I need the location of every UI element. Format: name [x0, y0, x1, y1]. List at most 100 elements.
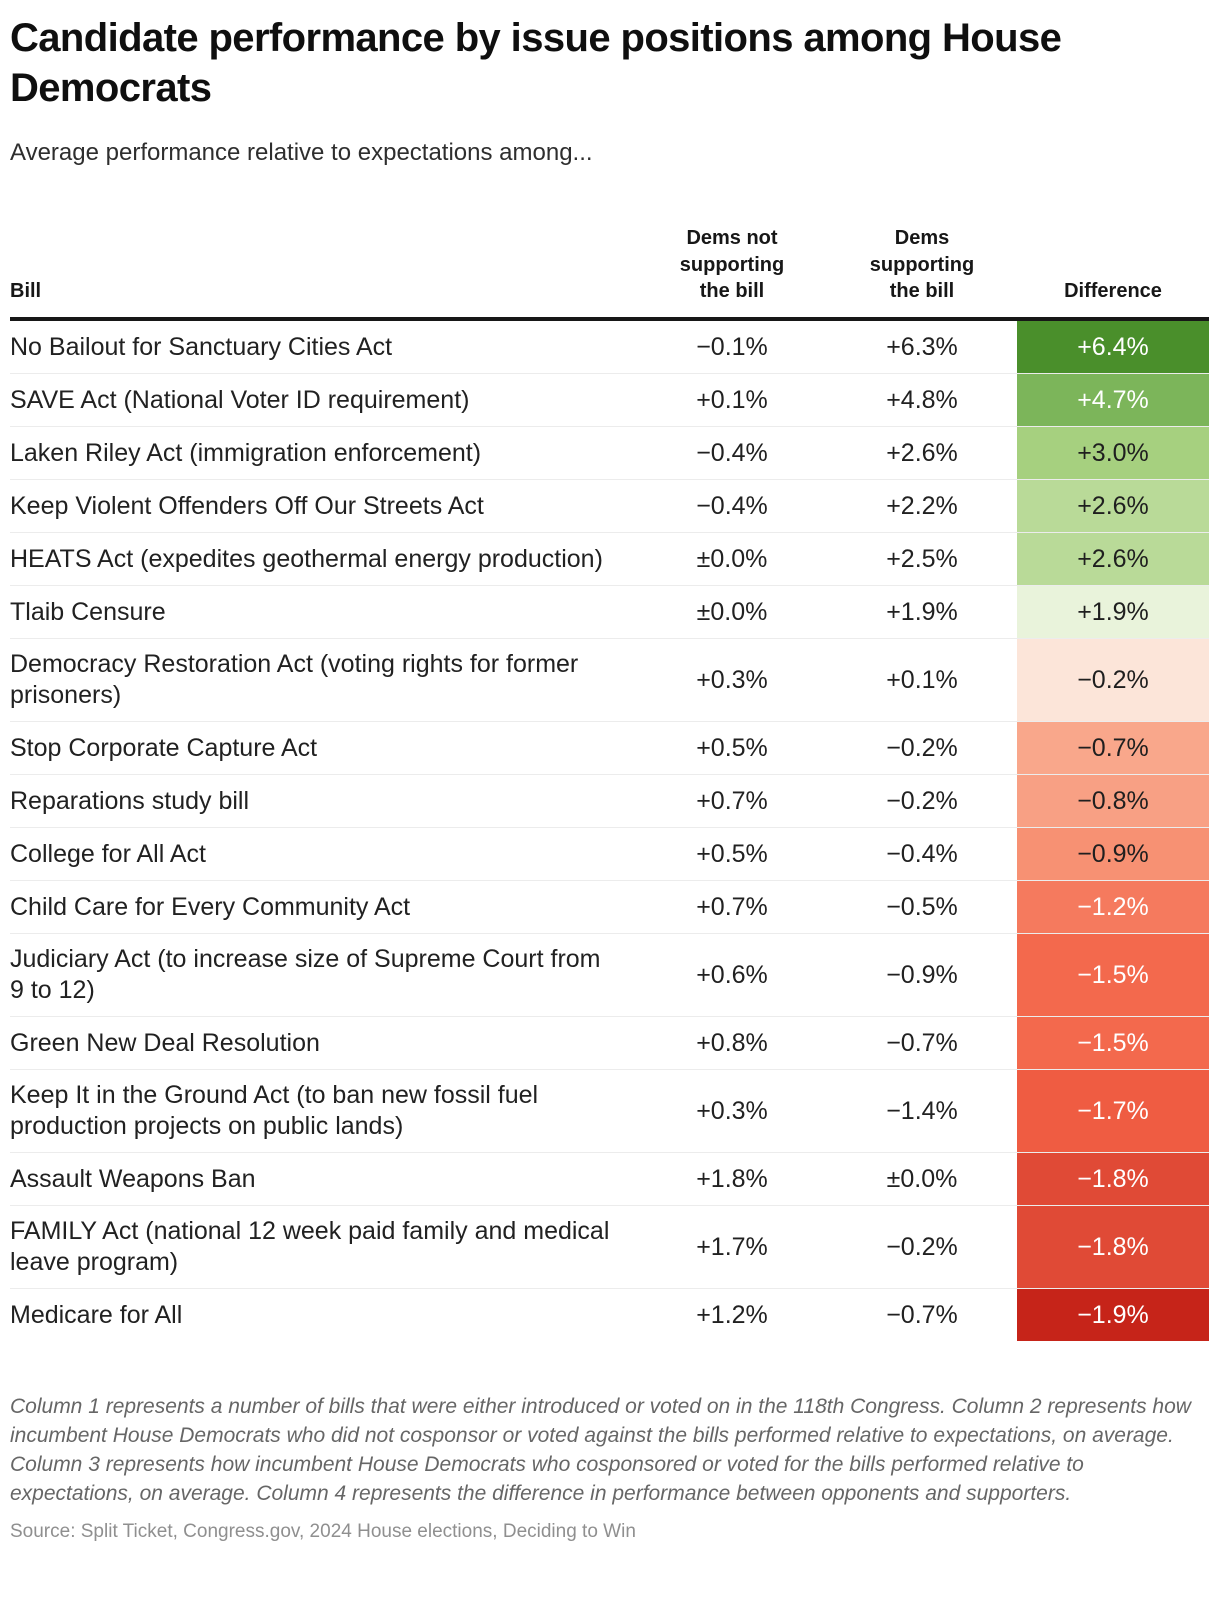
column-header-dems-not-supporting: Dems not supporting the bill — [637, 225, 827, 304]
table-row: FAMILY Act (national 12 week paid family… — [10, 1205, 1209, 1289]
dems-supporting-value: +0.1% — [886, 665, 958, 694]
footnote: Column 1 represents a number of bills th… — [10, 1395, 1191, 1506]
bill-name: Green New Deal Resolution — [10, 1028, 320, 1057]
dems-supporting-value: −1.4% — [886, 1096, 958, 1125]
dems-not-supporting-value: +1.2% — [696, 1300, 768, 1329]
dems-not-supporting-value: +0.3% — [696, 1096, 768, 1125]
dems-not-supporting-value: +0.6% — [696, 960, 768, 989]
bill-name: Medicare for All — [10, 1300, 183, 1329]
column-header-dems-supporting: Dems supporting the bill — [827, 225, 1017, 304]
bill-name: Child Care for Every Community Act — [10, 892, 411, 921]
dems-not-supporting-value: +1.8% — [696, 1164, 768, 1193]
table-row: Keep Violent Offenders Off Our Streets A… — [10, 479, 1209, 533]
dems-not-supporting-value: +0.7% — [696, 786, 768, 815]
difference-value: +3.0% — [1017, 427, 1209, 480]
dems-not-supporting-value: +0.8% — [696, 1028, 768, 1057]
dems-not-supporting-value: +0.5% — [696, 839, 768, 868]
difference-value: +6.4% — [1017, 321, 1209, 374]
dems-not-supporting-value: ±0.0% — [696, 544, 768, 573]
bills-table: Bill Dems not supporting the bill Dems s… — [10, 225, 1209, 1342]
bill-name: Democracy Restoration Act (voting rights… — [10, 650, 579, 710]
dems-supporting-value: +2.6% — [886, 438, 958, 467]
difference-value: −0.2% — [1017, 639, 1209, 722]
table-row: Tlaib Censure ±0.0% +1.9% +1.9% — [10, 585, 1209, 639]
difference-value: −0.7% — [1017, 722, 1209, 775]
dems-not-supporting-value: +0.3% — [696, 665, 768, 694]
column-header-difference: Difference — [1017, 278, 1209, 304]
bill-name: FAMILY Act (national 12 week paid family… — [10, 1217, 610, 1277]
difference-value: −1.8% — [1017, 1153, 1209, 1206]
table-row: Child Care for Every Community Act +0.7% −… — [10, 880, 1209, 934]
dems-supporting-value: +4.8% — [886, 385, 958, 414]
difference-value: +2.6% — [1017, 533, 1209, 586]
dems-supporting-value: −0.2% — [886, 786, 958, 815]
column-header-dems-not-supporting-label: Dems not supporting the bill — [679, 227, 785, 302]
difference-value: +1.9% — [1017, 586, 1209, 639]
table-row: Reparations study bill +0.7% −0.2% −0.8% — [10, 774, 1209, 828]
bill-name: Keep Violent Offenders Off Our Streets A… — [10, 491, 484, 520]
table-row: Democracy Restoration Act (voting rights… — [10, 638, 1209, 722]
dems-supporting-value: −0.2% — [886, 733, 958, 762]
dems-supporting-value: −0.9% — [886, 960, 958, 989]
bill-name: HEATS Act (expedites geothermal energy p… — [10, 544, 603, 573]
bill-name: Reparations study bill — [10, 786, 250, 815]
table-row: Stop Corporate Capture Act +0.5% −0.2% −0.7… — [10, 721, 1209, 775]
bill-name: Judiciary Act (to increase size of Supre… — [10, 945, 601, 1005]
dems-supporting-value: +1.9% — [886, 597, 958, 626]
difference-value: −1.5% — [1017, 934, 1209, 1017]
column-header-bill-label: Bill — [10, 279, 42, 302]
dems-supporting-value: −0.7% — [886, 1028, 958, 1057]
dems-not-supporting-value: +0.5% — [696, 733, 768, 762]
table-header-row: Bill Dems not supporting the bill Dems s… — [10, 225, 1209, 322]
difference-value: +4.7% — [1017, 374, 1209, 427]
difference-value: −1.2% — [1017, 881, 1209, 934]
difference-value: +2.6% — [1017, 480, 1209, 533]
dems-not-supporting-value: ±0.0% — [696, 597, 768, 626]
dems-not-supporting-value: −0.4% — [696, 438, 768, 467]
dems-not-supporting-value: −0.1% — [696, 332, 768, 361]
difference-value: −0.9% — [1017, 828, 1209, 881]
dems-not-supporting-value: +0.1% — [696, 385, 768, 414]
bill-name: Tlaib Censure — [10, 597, 166, 626]
dems-supporting-value: +2.5% — [886, 544, 958, 573]
table-row: Keep It in the Ground Act (to ban new fo… — [10, 1069, 1209, 1153]
source-line: Source: Split Ticket, Congress.gov, 2024… — [10, 1521, 636, 1543]
dems-supporting-value: +6.3% — [886, 332, 958, 361]
infographic: Candidate performance by issue positions… — [10, 16, 1209, 1543]
difference-value: −1.9% — [1017, 1289, 1209, 1342]
table-row: Judiciary Act (to increase size of Supre… — [10, 933, 1209, 1017]
bill-name: College for All Act — [10, 839, 206, 868]
dems-not-supporting-value: −0.4% — [696, 491, 768, 520]
dems-supporting-value: +2.2% — [886, 491, 958, 520]
table-row: HEATS Act (expedites geothermal energy p… — [10, 532, 1209, 586]
table-row: Assault Weapons Ban +1.8% ±0.0% −1.8% — [10, 1152, 1209, 1206]
bill-name: Keep It in the Ground Act (to ban new fo… — [10, 1081, 539, 1141]
subtitle: Average performance relative to expectat… — [10, 139, 593, 167]
dems-supporting-value: −0.7% — [886, 1300, 958, 1329]
dems-not-supporting-value: +0.7% — [696, 892, 768, 921]
table-row: SAVE Act (National Voter ID requirement)… — [10, 373, 1209, 427]
dems-supporting-value: −0.5% — [886, 892, 958, 921]
bill-name: No Bailout for Sanctuary Cities Act — [10, 332, 393, 361]
dems-supporting-value: ±0.0% — [886, 1164, 958, 1193]
table-row: Medicare for All +1.2% −0.7% −1.9% — [10, 1288, 1209, 1342]
bill-name: Assault Weapons Ban — [10, 1164, 256, 1193]
dems-supporting-value: −0.2% — [886, 1232, 958, 1261]
difference-value: −0.8% — [1017, 775, 1209, 828]
table-body: No Bailout for Sanctuary Cities Act −0.1%… — [10, 321, 1209, 1342]
page-title: Candidate performance by issue positions… — [10, 16, 1062, 110]
bill-name: Laken Riley Act (immigration enforcement… — [10, 438, 482, 467]
bill-name: Stop Corporate Capture Act — [10, 733, 318, 762]
table-row: No Bailout for Sanctuary Cities Act −0.1%… — [10, 321, 1209, 374]
dems-supporting-value: −0.4% — [886, 839, 958, 868]
difference-value: −1.7% — [1017, 1070, 1209, 1153]
table-row: Laken Riley Act (immigration enforcement… — [10, 426, 1209, 480]
table-row: College for All Act +0.5% −0.4% −0.9% — [10, 827, 1209, 881]
column-header-difference-label: Difference — [1064, 279, 1162, 302]
column-header-dems-supporting-label: Dems supporting the bill — [869, 227, 975, 302]
difference-value: −1.8% — [1017, 1206, 1209, 1289]
bill-name: SAVE Act (National Voter ID requirement) — [10, 385, 470, 414]
dems-not-supporting-value: +1.7% — [696, 1232, 768, 1261]
table-row: Green New Deal Resolution +0.8% −0.7% −1.5% — [10, 1016, 1209, 1070]
difference-value: −1.5% — [1017, 1017, 1209, 1070]
